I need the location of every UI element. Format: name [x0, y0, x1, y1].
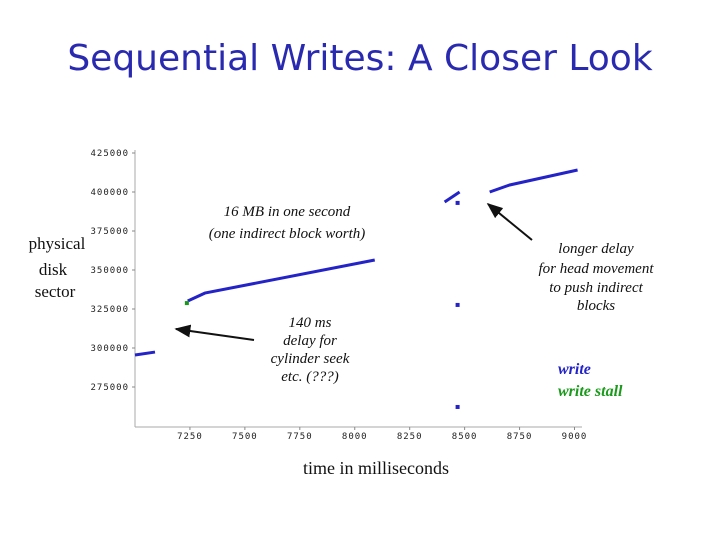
- y-axis-label: physical: [29, 234, 86, 253]
- x-axis-label: time in milliseconds: [303, 458, 449, 478]
- annotation: (one indirect block worth): [209, 226, 366, 242]
- y-tick-label: 425000: [90, 149, 129, 159]
- annotation: longer delay: [558, 241, 634, 257]
- x-tick-label: 7500: [232, 432, 258, 442]
- data-line: [489, 168, 578, 194]
- legend-entry: write: [558, 361, 591, 378]
- annotation: 16 MB in one second: [224, 204, 351, 220]
- x-tick-label: 8250: [397, 432, 423, 442]
- slide-title: Sequential Writes: A Closer Look: [67, 38, 652, 79]
- legend-entry: write stall: [558, 383, 623, 400]
- x-tick-label: 9000: [562, 432, 588, 442]
- y-tick-label: 325000: [90, 305, 129, 315]
- y-tick-label: 400000: [90, 188, 129, 198]
- x-tick-label: 7250: [177, 432, 203, 442]
- data-point: [455, 200, 460, 205]
- x-tick-label: 7750: [287, 432, 313, 442]
- annotation: etc. (???): [281, 369, 338, 385]
- x-tick-label: 8500: [452, 432, 478, 442]
- annotation: cylinder seek: [271, 351, 350, 367]
- annotation: blocks: [577, 298, 615, 314]
- annotation: to push indirect: [549, 280, 643, 296]
- annotation: for head movement: [539, 261, 655, 277]
- y-tick-label: 300000: [90, 344, 129, 354]
- y-axis-label: disk: [39, 260, 68, 279]
- annotation: delay for: [283, 333, 337, 349]
- annotation: 140 ms: [289, 315, 332, 331]
- y-axis-label: sector: [35, 282, 76, 301]
- data-line: [443, 190, 461, 204]
- data-line: [134, 350, 156, 357]
- data-point: [455, 404, 460, 409]
- data-point: [455, 302, 460, 307]
- data-line: [187, 258, 376, 303]
- y-tick-label: 375000: [90, 227, 129, 237]
- arrow: [174, 324, 255, 341]
- y-tick-label: 275000: [90, 383, 129, 393]
- arrow: [486, 202, 533, 241]
- data-point: [184, 301, 189, 306]
- x-tick-label: 8000: [342, 432, 368, 442]
- x-tick-label: 8750: [507, 432, 533, 442]
- y-tick-label: 350000: [90, 266, 129, 276]
